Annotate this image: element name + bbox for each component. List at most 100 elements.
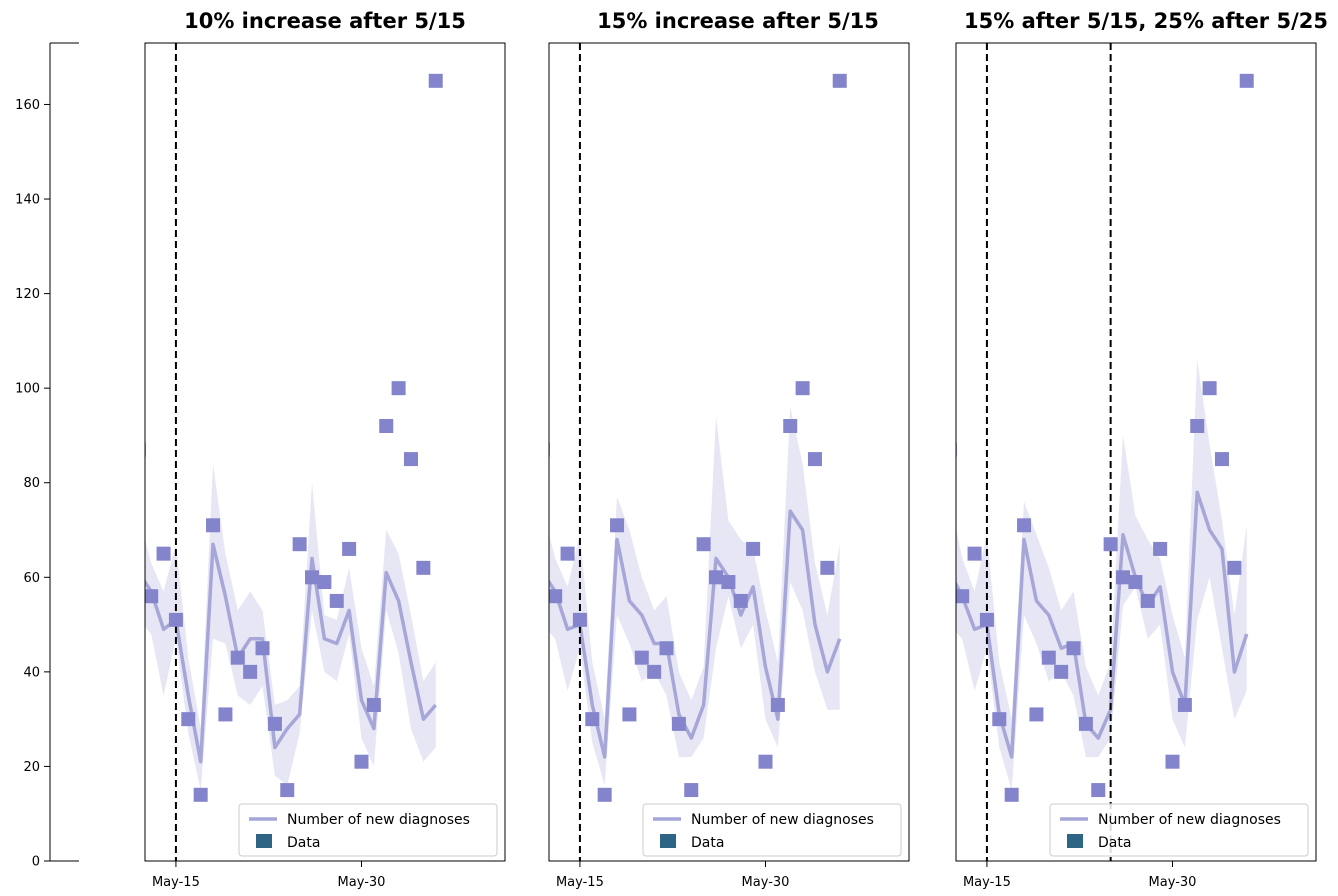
data-point: [317, 575, 332, 590]
data-point: [610, 518, 625, 533]
data-point: [1140, 593, 1155, 608]
data-point: [416, 560, 431, 575]
data-point: [354, 754, 369, 769]
data-point: [1214, 452, 1229, 467]
data-point: [156, 546, 171, 561]
legend-entry-new-diagnoses: Number of new diagnoses: [691, 812, 874, 828]
data-point: [696, 537, 711, 552]
data-point: [549, 442, 550, 457]
x-tick-label: May-30: [1149, 875, 1197, 890]
data-point: [1153, 541, 1168, 556]
data-point: [684, 783, 699, 798]
data-point: [549, 589, 563, 604]
data-point: [1029, 707, 1044, 722]
data-point: [255, 641, 270, 656]
data-point: [379, 418, 394, 433]
data-point: [403, 452, 418, 467]
y-axis: 0 20 40 60 80 100 120 140 160: [15, 42, 79, 870]
plot-frame: [955, 42, 1317, 862]
data-point: [193, 787, 208, 802]
data-point: [1165, 754, 1180, 769]
data-point: [1227, 560, 1242, 575]
data-point: [1239, 73, 1254, 88]
data-point: [305, 570, 320, 585]
y-tick-label: 100: [15, 382, 40, 397]
x-tick-label: May-15: [556, 875, 604, 890]
data-point: [992, 712, 1007, 727]
data-point: [145, 589, 159, 604]
data-point: [770, 697, 785, 712]
data-point: [1177, 697, 1192, 712]
data-point: [230, 650, 245, 665]
legend-box: [238, 803, 498, 857]
data-point: [280, 783, 295, 798]
data-point: [783, 418, 798, 433]
chart-title: 15% increase after 5/15: [597, 9, 879, 33]
data-point: [671, 716, 686, 731]
legend: Number of new diagnoses Data: [238, 803, 498, 857]
legend-box: [1049, 803, 1309, 857]
chart-panel-1: 10% increase after 5/15 May-15 May-30 Numbe…: [144, 9, 506, 890]
data-point: [956, 442, 957, 457]
data-point: [733, 593, 748, 608]
data-point: [1041, 650, 1056, 665]
data-point: [1103, 537, 1118, 552]
data-point: [634, 650, 649, 665]
data-point: [145, 442, 146, 457]
data-point: [721, 575, 736, 590]
data-point: [820, 560, 835, 575]
data-point: [1017, 518, 1032, 533]
chart-title: 15% after 5/15, 25% after 5/25: [964, 9, 1328, 33]
legend-data-swatch: [660, 834, 676, 848]
data-point: [1202, 381, 1217, 396]
chart-panel-2: 15% increase after 5/15 May-15 May-30 Numbe…: [548, 9, 910, 890]
data-point: [168, 612, 183, 627]
data-point: [1190, 418, 1205, 433]
data-point: [218, 707, 233, 722]
data-point: [622, 707, 637, 722]
y-tick-label: 0: [32, 855, 40, 870]
data-point: [292, 537, 307, 552]
data-point: [746, 541, 761, 556]
y-tick-label: 80: [23, 476, 40, 491]
series-line-new-diagnoses: [549, 509, 842, 759]
data-point: [391, 381, 406, 396]
y-tick-label: 20: [23, 760, 40, 775]
data-point: [181, 712, 196, 727]
data-point: [342, 541, 357, 556]
plot-frame: [548, 42, 910, 862]
data-point: [795, 381, 810, 396]
x-tick-label: May-30: [742, 875, 790, 890]
chart-title: 10% increase after 5/15: [184, 9, 466, 33]
legend-entry-data: Data: [1098, 835, 1131, 851]
legend-box: [642, 803, 902, 857]
data-point: [967, 546, 982, 561]
plot-area: [145, 43, 443, 861]
data-point: [659, 641, 674, 656]
y-tick-label: 40: [23, 665, 40, 680]
uncertainty-band: [956, 359, 1247, 791]
data-point: [206, 518, 221, 533]
data-point: [956, 589, 970, 604]
data-point: [647, 664, 662, 679]
y-tick-label: 120: [15, 287, 40, 302]
data-point: [1091, 783, 1106, 798]
data-point: [572, 612, 587, 627]
uncertainty-band: [145, 463, 436, 791]
data-point: [560, 546, 575, 561]
legend-data-swatch: [1067, 834, 1083, 848]
data-point: [267, 716, 282, 731]
data-point: [243, 664, 258, 679]
data-point: [979, 612, 994, 627]
legend-data-swatch: [256, 834, 272, 848]
plot-area: [549, 43, 847, 861]
x-tick-label: May-15: [963, 875, 1011, 890]
x-tick-label: May-15: [152, 875, 200, 890]
legend-entry-new-diagnoses: Number of new diagnoses: [287, 812, 470, 828]
data-point: [585, 712, 600, 727]
data-point: [758, 754, 773, 769]
data-point: [597, 787, 612, 802]
uncertainty-band: [549, 407, 840, 786]
data-point: [832, 73, 847, 88]
